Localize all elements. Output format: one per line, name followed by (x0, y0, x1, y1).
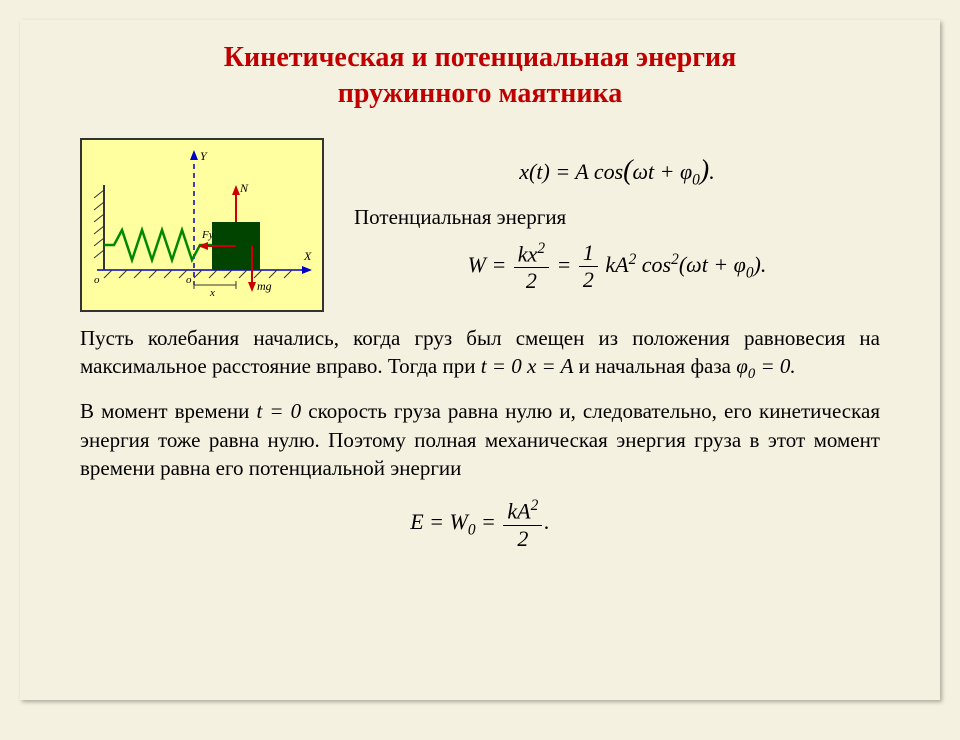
page-title: Кинетическая и потенциальная энергия пру… (20, 20, 940, 113)
svg-text:mg: mg (257, 279, 272, 293)
svg-text:N: N (239, 181, 249, 195)
para1-text-b: и начальная фаза (579, 354, 737, 378)
slide-page: Кинетическая и потенциальная энергия пру… (20, 20, 940, 700)
potential-energy-label: Потенциальная энергия (354, 205, 880, 230)
title-line-2: пружинного маятника (338, 78, 622, 109)
svg-text:x: x (209, 287, 215, 299)
title-line-1: Кинетическая и потенциальная энергия (224, 42, 736, 73)
svg-text:o: o (186, 274, 192, 286)
svg-text:X: X (303, 249, 312, 263)
spring-pendulum-diagram: Y X (80, 138, 324, 312)
top-row: Y X (80, 138, 880, 312)
svg-text:Fу: Fу (201, 229, 214, 241)
equation-total-energy: E = W0 = kA22. (80, 497, 880, 551)
equations-column: x(t) = A cos(ωt + φ0). Потенциальная эне… (354, 145, 880, 304)
equation-potential-energy: W = kx22 = 12 kA2 cos2(ωt + φ0). (354, 240, 880, 294)
paragraph-1: Пусть колебания начались, когда груз был… (80, 324, 880, 385)
paragraph-2: В момент времени t = 0 скорость груза ра… (80, 397, 880, 482)
equation-x-of-t: x(t) = A cos(ωt + φ0). (354, 155, 880, 189)
content-area: Y X (20, 113, 940, 572)
svg-text:o: o (94, 274, 100, 286)
